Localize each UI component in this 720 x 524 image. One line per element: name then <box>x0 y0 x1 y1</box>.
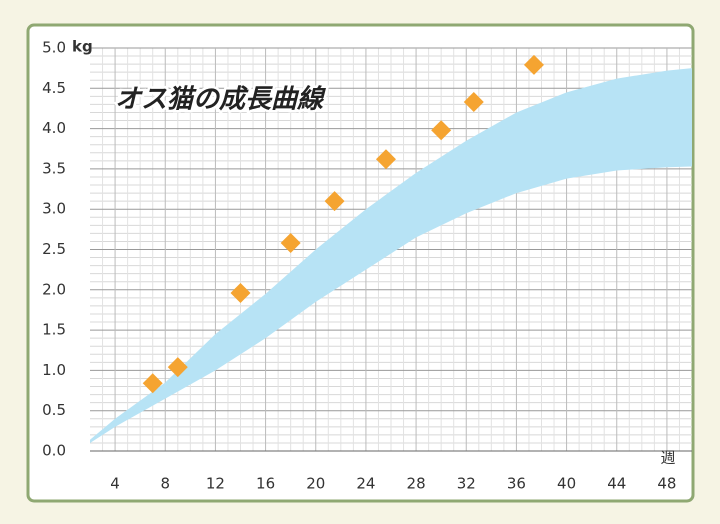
x-tick-label: 28 <box>407 475 426 493</box>
x-unit: 週 <box>660 449 675 467</box>
y-tick-label: 3.5 <box>42 159 66 177</box>
y-tick-label: 0.0 <box>42 442 66 460</box>
y-tick-label: 1.5 <box>42 321 66 339</box>
x-tick-label: 8 <box>160 475 170 493</box>
x-tick-label: 44 <box>607 475 626 493</box>
x-tick-label: 16 <box>256 475 275 493</box>
x-tick-label: 36 <box>507 475 526 493</box>
y-tick-label: 1.0 <box>42 361 66 379</box>
y-tick-label: 0.5 <box>42 401 66 419</box>
x-tick-label: 40 <box>557 475 576 493</box>
data-point <box>280 233 301 254</box>
marks <box>90 54 692 443</box>
data-point <box>324 191 345 212</box>
data-point <box>375 149 396 170</box>
x-tick-label: 48 <box>657 475 676 493</box>
chart-title: オス猫の成長曲線 <box>115 85 326 115</box>
data-point <box>167 357 188 378</box>
data-point <box>523 54 544 75</box>
growth-band <box>90 68 692 443</box>
x-tick-label: 32 <box>457 475 476 493</box>
data-point <box>463 92 484 113</box>
data-point <box>230 283 251 304</box>
data-point <box>431 120 452 141</box>
x-tick-label: 12 <box>206 475 225 493</box>
data-point <box>142 373 163 394</box>
y-tick-label: 2.0 <box>42 280 66 298</box>
y-tick-label: 5.0 <box>42 39 66 57</box>
x-tick-label: 4 <box>110 475 120 493</box>
y-tick-label: 4.5 <box>42 79 66 97</box>
y-unit: kg <box>72 38 93 56</box>
x-tick-label: 24 <box>356 475 375 493</box>
y-tick-label: 4.0 <box>42 119 66 137</box>
y-tick-label: 3.0 <box>42 200 66 218</box>
y-tick-label: 2.5 <box>42 240 66 258</box>
x-tick-label: 20 <box>306 475 325 493</box>
